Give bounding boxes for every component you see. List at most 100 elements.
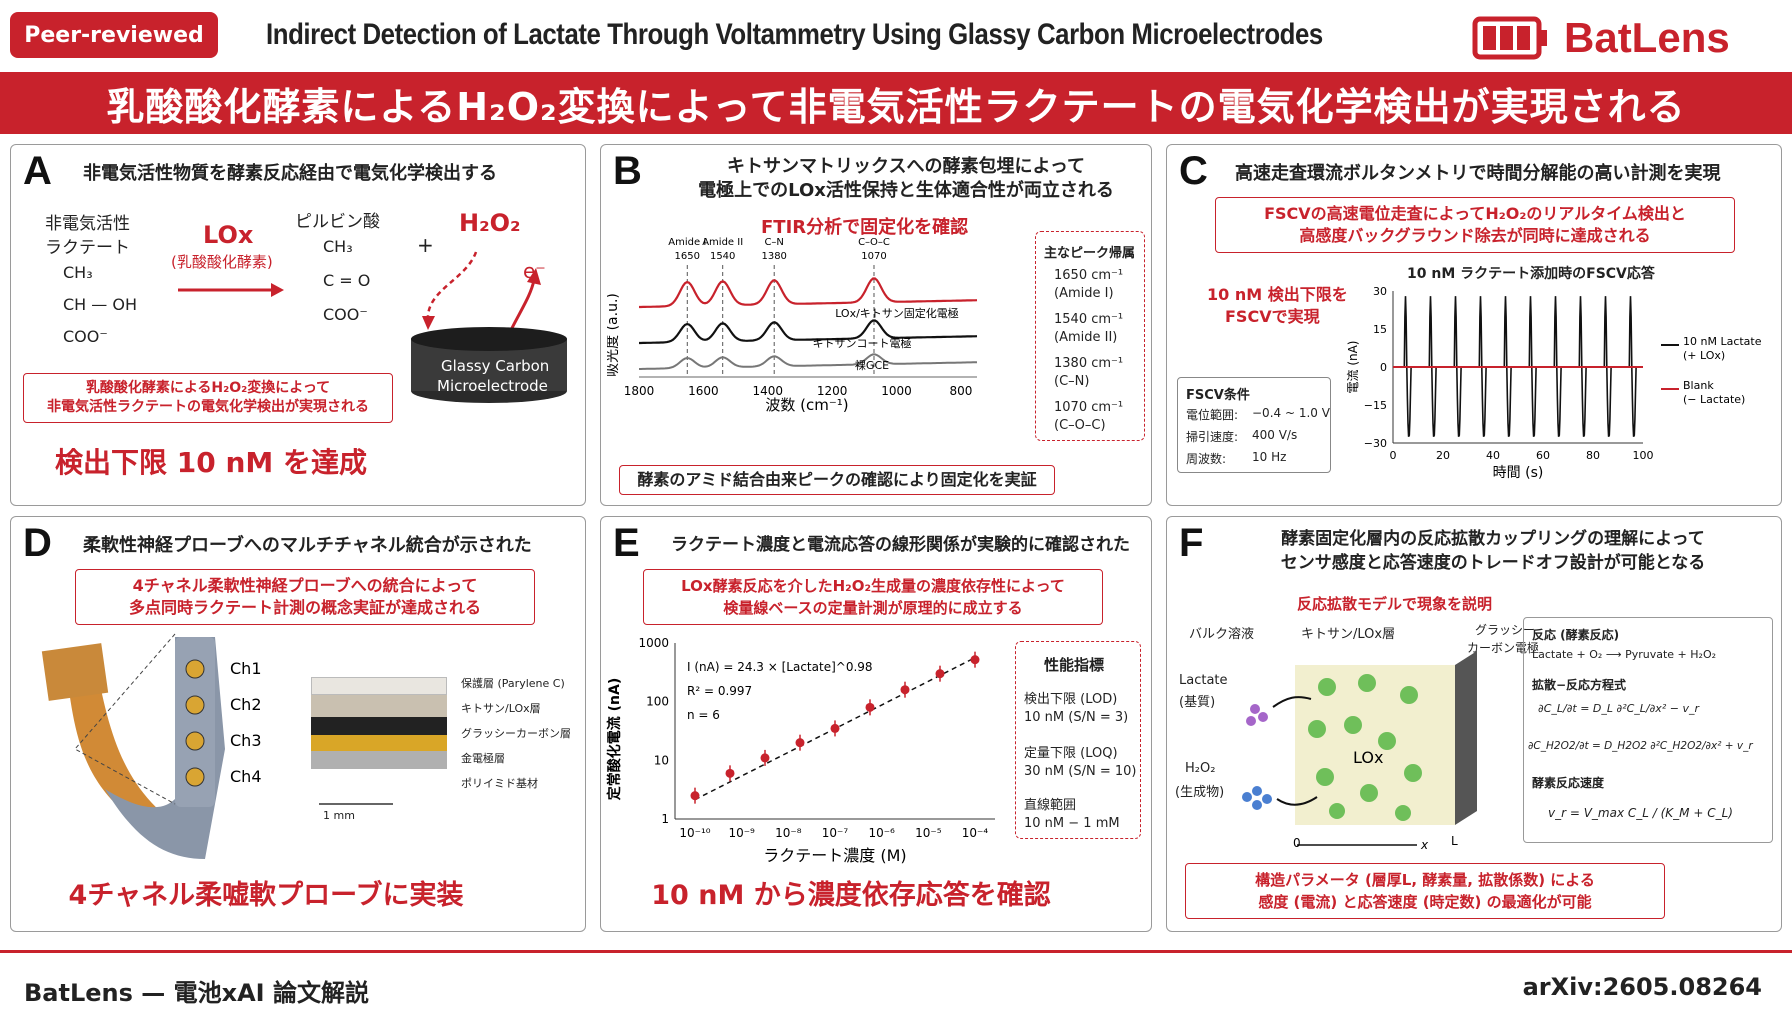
region-label: グラッシー	[1475, 623, 1536, 637]
data-point	[935, 669, 945, 679]
lactate-label-2: ラクテート	[45, 238, 130, 258]
layer-stack	[311, 677, 447, 773]
x-tick-label: 10⁻⁴	[962, 826, 989, 840]
diff-equation-1: ∂C_L/∂t = D_L ∂²C_L/∂x² − v_r	[1538, 702, 1699, 715]
layer-gold	[311, 735, 447, 751]
lactate-label: Lactate	[1179, 673, 1228, 688]
y-tick-label: 1000	[638, 636, 669, 650]
diff-title: 拡散−反応方程式	[1532, 678, 1627, 692]
lox-label: LOx	[1353, 748, 1383, 767]
panel-heading: ラクテート濃度と電流応答の線形関係が実験的に確認された	[671, 535, 1130, 555]
header: Peer-reviewed Indirect Detection of Lact…	[0, 0, 1792, 72]
h2o2-label: H₂O₂	[459, 209, 521, 237]
r-squared: R² = 0.997	[687, 684, 752, 698]
key-finding-box: LOx酵素反応を介したH₂O₂生成量の濃度依存性によって 検量線ベースの定量計測…	[643, 569, 1103, 625]
peak-wavenumber: 1540	[710, 251, 735, 262]
fscv-conditions-box: FSCV条件 電位範囲: −0.4 ~ 1.0 V 掃引速度: 400 V/s …	[1177, 377, 1331, 473]
rate-equation: v_r = V_max C_L / (K_M + C_L)	[1548, 806, 1733, 820]
brand-logo: BatLens	[1472, 14, 1730, 62]
chart-title: 10 nM ラクテート添加時のFSCV応答	[1407, 266, 1655, 282]
channel-label: Ch3	[230, 731, 262, 750]
x-tick-label: 1400	[752, 384, 783, 398]
electrode-site	[185, 731, 205, 751]
h2o2-molecules	[1242, 786, 1272, 810]
layer-label: ポリイミド基材	[461, 777, 538, 790]
box-line: FSCVの高速電位走査によってH₂O₂のリアルタイム検出と	[1264, 204, 1686, 223]
x-tick-label: 1000	[881, 384, 912, 398]
x-tick-label: 1800	[624, 384, 655, 398]
x-tick-label: 1200	[817, 384, 848, 398]
plus-sign: +	[417, 233, 434, 257]
heading-line: センサ感度と応答速度のトレードオフ設計が可能となる	[1280, 553, 1706, 573]
electrode-site	[185, 659, 205, 679]
h2o2-flow-arrows	[422, 251, 541, 331]
layer-polyimide	[311, 751, 447, 769]
layer-label: キトサン/LOx層	[461, 702, 541, 715]
data-point	[795, 738, 805, 748]
box-line: 検量線ベースの定量計測が原理的に成立する	[723, 599, 1023, 617]
trace-chitosan	[639, 319, 978, 345]
legend-title: 主なピーク帰属	[1044, 246, 1136, 261]
electrode-wall	[1455, 651, 1477, 825]
performance-box: 性能指標 検出下限 (LOD) 10 nM (S/N = 3) 定量下限 (LO…	[1015, 641, 1141, 839]
x-axis-label: 時間 (s)	[1493, 465, 1544, 481]
y-tick-label: 15	[1373, 323, 1387, 336]
note-line: FSCVで実現	[1225, 307, 1320, 326]
flexible-probe-illustration: Ch1 Ch2 Ch3 Ch4	[41, 633, 262, 859]
peak-wavenumber: 1380	[761, 251, 786, 262]
equations-box: 反応 (酵素反応) Lactate + O₂ ⟶ Pyruvate + H₂O₂…	[1523, 617, 1773, 843]
x-tick-label: 60	[1536, 449, 1550, 462]
y-tick-label: 30	[1373, 285, 1387, 298]
trace-lox-chitosan	[639, 277, 978, 309]
channel-label: Ch4	[230, 767, 262, 786]
x-tick-label: 1600	[688, 384, 719, 398]
x-tick-label: 10⁻⁹	[728, 826, 755, 840]
key-finding-box: 酵素のアミド結合由来ピークの確認により固定化を実証	[619, 465, 1055, 495]
box-line: 非電気活性ラクテートの電気化学検出が実現される	[47, 399, 369, 415]
peak-wavenumber: 1650	[675, 251, 700, 262]
x-tick-label: 80	[1586, 449, 1600, 462]
lactate-in-arrow	[1272, 696, 1312, 708]
legend-wn: 1540 cm⁻¹	[1054, 312, 1124, 327]
data-point	[865, 702, 875, 712]
lox-enzymes	[1308, 674, 1422, 821]
probe-shank-tip	[175, 637, 215, 807]
y-tick-label: −30	[1364, 437, 1387, 450]
axis-x-label: x	[1420, 838, 1429, 852]
probe-pad	[41, 643, 109, 701]
box-line: 4チャネル柔軟性神経プローブへの統合によって	[132, 576, 478, 595]
legend-name: (C–N)	[1054, 374, 1090, 389]
enzyme-sublabel: (乳酸酸化酵素)	[171, 253, 273, 271]
sample-count: n = 6	[687, 708, 720, 722]
box-line: 構造パラメータ (層厚L, 酵素量, 拡散係数) による	[1255, 871, 1595, 889]
legend-name: (Amide I)	[1054, 286, 1114, 301]
legend-wn: 1650 cm⁻¹	[1054, 268, 1124, 283]
x-axis-label: ラクテート濃度 (M)	[763, 846, 906, 865]
x-tick-label: 10⁻⁸	[775, 826, 802, 840]
data-point	[900, 685, 910, 695]
headline-banner: 乳酸酸化酵素によるH₂O₂変換によって非電気活性ラクテートの電気化学検出が実現さ…	[0, 72, 1792, 134]
panel-heading: 酵素固定化層内の反応拡散カップリングの理解によって センサ感度と応答速度のトレー…	[1233, 527, 1753, 575]
footer: BatLens — 電池xAI 論文解説 arXiv:2605.08264	[0, 950, 1792, 1024]
panel-heading: 高速走査環流ボルタンメトリで時間分解能の高い計測を実現	[1235, 163, 1721, 184]
electrode-site	[185, 767, 205, 787]
scale-label: 1 mm	[323, 809, 355, 822]
electrode-site	[185, 695, 205, 715]
battery-icon	[1472, 16, 1547, 60]
y-axis-label: 定常酸化電流 (nA)	[606, 678, 623, 800]
lactate-label: (基質)	[1179, 695, 1216, 710]
data-point	[760, 753, 770, 763]
region-label: キトサン/LOx層	[1301, 627, 1396, 642]
key-finding-box: 構造パラメータ (層厚L, 酵素量, 拡散係数) による 感度 (電流) と応答…	[1185, 863, 1665, 919]
panel-f: F 酵素固定化層内の反応拡散カップリングの理解によって センサ感度と応答速度のト…	[1166, 516, 1782, 932]
panel-result: 10 nM から濃度依存応答を確認	[651, 880, 1051, 911]
perf-key: 検出下限 (LOD)	[1024, 692, 1118, 707]
calibration-chart: 1000 100 10 1 10⁻¹⁰ 10⁻⁹ 10⁻⁸ 10⁻⁷ 10⁻⁶ 10⁻⁵ 10⁻⁴…	[606, 636, 995, 865]
trace-label: 裸GCE	[855, 358, 889, 372]
box-line: 高感度バックグラウンド除去が同時に達成される	[1299, 226, 1651, 245]
x-tick-label: 800	[949, 384, 972, 398]
h2o2-label: (生成物)	[1175, 785, 1225, 800]
pyruvate-structure: C = O	[323, 271, 371, 290]
lactate-molecules	[1246, 704, 1268, 726]
